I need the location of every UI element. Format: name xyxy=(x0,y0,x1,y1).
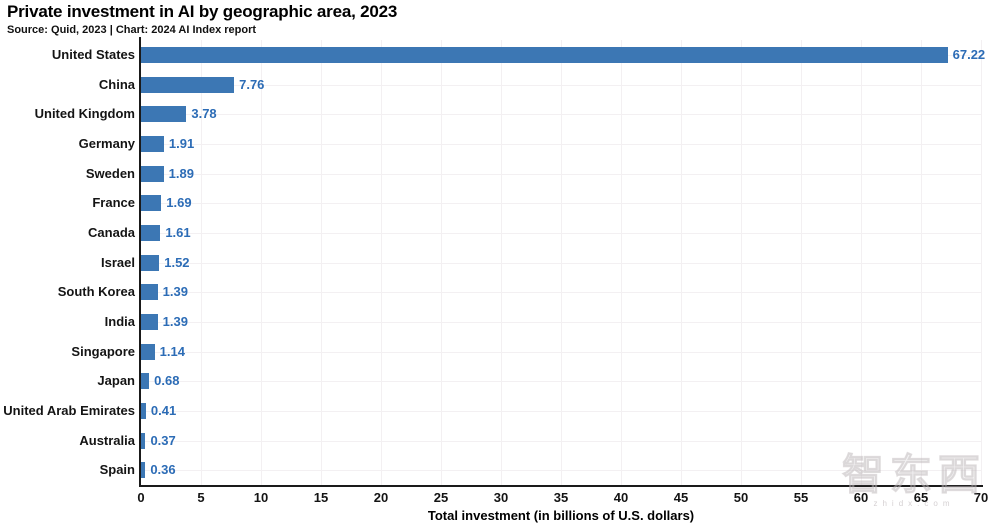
horizontal-gridline xyxy=(141,203,981,205)
bar xyxy=(141,343,155,360)
horizontal-gridline xyxy=(141,381,981,383)
x-tick-label: 0 xyxy=(137,490,145,505)
x-tick-label: 40 xyxy=(613,490,629,505)
x-tick-label: 70 xyxy=(973,490,989,505)
horizontal-gridline xyxy=(141,470,981,472)
vertical-gridline xyxy=(981,40,982,485)
bar-value-label: 0.37 xyxy=(150,432,176,448)
plot-area: 67.22 7.76 3.78 1.91 1.89 1.69 1.61 1.52 1.39 1.3… xyxy=(139,37,985,487)
y-axis-spine xyxy=(139,37,141,485)
category-label: Singapore xyxy=(71,343,135,359)
x-tick-label: 65 xyxy=(913,490,929,505)
horizontal-gridline xyxy=(141,440,981,442)
x-tick-label: 30 xyxy=(493,490,509,505)
bar xyxy=(141,254,160,271)
bar-value-label: 1.91 xyxy=(168,135,195,151)
category-label: Germany xyxy=(78,135,135,151)
bar-value-label: 1.61 xyxy=(165,224,191,240)
horizontal-gridline xyxy=(141,262,981,264)
bar-value-label: 1.39 xyxy=(162,313,188,329)
horizontal-gridline xyxy=(141,292,981,294)
bar xyxy=(141,165,164,182)
bar-value-label: 0.68 xyxy=(154,373,180,389)
x-tick-label: 45 xyxy=(673,490,689,505)
category-label: United Arab Emirates xyxy=(3,402,135,418)
bar xyxy=(141,373,150,390)
x-axis-label: Total investment (in billions of U.S. do… xyxy=(427,508,695,523)
x-tick-label: 20 xyxy=(373,490,389,505)
bar-value-label: 1.14 xyxy=(159,343,185,359)
category-label: South Korea xyxy=(57,284,135,300)
horizontal-gridline xyxy=(141,351,981,353)
bar xyxy=(141,135,164,152)
horizontal-gridline xyxy=(141,410,981,412)
horizontal-gridline xyxy=(141,232,981,234)
category-label: Spain xyxy=(99,462,135,478)
x-tick-label: 15 xyxy=(313,490,329,505)
bar-value-label: 7.76 xyxy=(239,76,265,92)
x-tick-label: 60 xyxy=(853,490,869,505)
bar-value-label: 1.39 xyxy=(162,284,188,300)
category-label: Sweden xyxy=(85,165,135,181)
category-label: United States xyxy=(51,46,135,62)
horizontal-gridline xyxy=(141,321,981,323)
bar xyxy=(141,402,146,419)
bar xyxy=(141,195,162,212)
bar xyxy=(141,462,146,479)
x-tick-label: 50 xyxy=(733,490,749,505)
category-label: United Kingdom xyxy=(34,106,135,122)
category-label: Canada xyxy=(88,224,135,240)
bar-value-label: 67.22 xyxy=(952,46,986,62)
category-label: France xyxy=(92,195,135,211)
x-tick-label: 25 xyxy=(433,490,449,505)
bar xyxy=(141,224,161,241)
bar-value-label: 1.52 xyxy=(164,254,190,270)
horizontal-gridline xyxy=(141,84,981,86)
bar xyxy=(141,76,235,93)
category-label: China xyxy=(98,76,135,92)
bar-value-label: 1.89 xyxy=(168,165,194,181)
bar xyxy=(141,313,158,330)
horizontal-gridline xyxy=(141,114,981,116)
x-tick-label: 35 xyxy=(553,490,569,505)
bar-value-label: 3.78 xyxy=(191,106,217,122)
bar-value-label: 0.36 xyxy=(150,462,176,478)
bar xyxy=(141,46,948,63)
category-axis: United States China United Kingdom Germany S… xyxy=(0,40,135,485)
x-axis-ticks: 0 5 10 15 20 25 30 35 40 45 50 55 60 65 70 xyxy=(137,490,988,506)
x-axis-spine xyxy=(139,484,983,487)
category-label: Australia xyxy=(79,432,135,448)
category-label: Israel xyxy=(101,254,135,270)
bar xyxy=(141,106,187,123)
horizontal-gridline xyxy=(141,173,981,175)
chart-title: Private investment in AI by geographic a… xyxy=(7,2,398,21)
x-tick-label: 5 xyxy=(197,490,205,505)
bar-value-label: 1.69 xyxy=(166,195,192,211)
category-label: Japan xyxy=(97,373,135,389)
bar-value-label: 0.41 xyxy=(150,402,177,418)
bar xyxy=(141,432,146,449)
x-tick-label: 55 xyxy=(793,490,809,505)
bar xyxy=(141,284,158,301)
chart-subtitle: Source: Quid, 2023 | Chart: 2024 AI Inde… xyxy=(7,24,257,36)
x-tick-label: 10 xyxy=(253,490,269,505)
horizontal-gridline xyxy=(141,143,981,145)
category-label: India xyxy=(104,313,135,329)
